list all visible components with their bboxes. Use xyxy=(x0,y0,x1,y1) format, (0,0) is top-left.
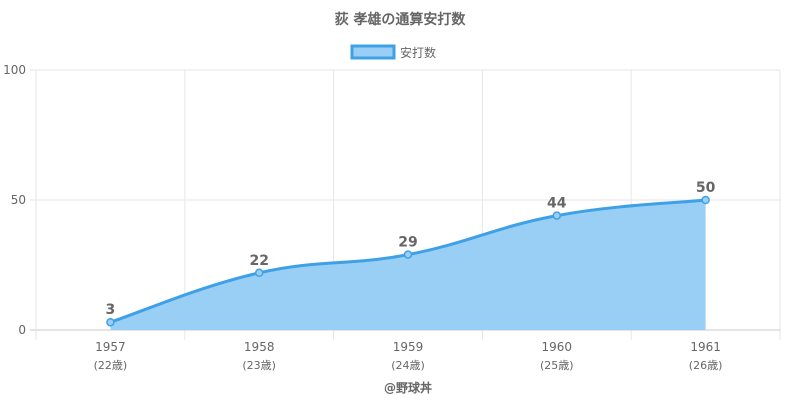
data-label: 29 xyxy=(398,235,417,251)
x-tick-label: 1958 xyxy=(244,340,275,354)
axes: 0 50 100 1957 (22歳) 1958 (23歳) 1959 (24歳) 1960 (25… xyxy=(3,63,722,372)
x-tick-age-label: (23歳) xyxy=(242,359,276,372)
x-tick-label: 1961 xyxy=(690,340,721,354)
x-tick-age-label: (22歳) xyxy=(94,359,128,372)
y-tick-label: 0 xyxy=(18,323,26,337)
data-point xyxy=(403,250,413,259)
x-tick-label: 1957 xyxy=(95,340,126,354)
x-tick-label: 1960 xyxy=(542,340,573,354)
data-label: 50 xyxy=(696,180,716,196)
credit-text: @野球丼 xyxy=(384,380,432,395)
data-point xyxy=(552,211,562,220)
series-area-fill xyxy=(110,200,706,330)
data-point xyxy=(701,195,710,205)
legend-label: 安打数 xyxy=(400,45,436,60)
data-label: 44 xyxy=(547,196,567,212)
data-label: 3 xyxy=(106,302,116,318)
data-point xyxy=(254,268,264,278)
plot-area xyxy=(106,195,710,330)
x-tick-age-label: (26歳) xyxy=(689,359,723,372)
x-tick-label: 1959 xyxy=(393,340,424,354)
data-labels: 3 22 29 44 50 xyxy=(106,180,716,318)
legend-swatch xyxy=(350,44,396,60)
legend[interactable]: 安打数 xyxy=(350,44,436,60)
x-tick-age-label: (25歳) xyxy=(540,359,574,372)
y-tick-label: 100 xyxy=(3,63,26,77)
y-tick-label: 50 xyxy=(11,193,26,207)
chart-title: 荻 孝雄の通算安打数 xyxy=(335,11,467,28)
data-label: 22 xyxy=(249,253,268,269)
x-tick-age-label: (24歳) xyxy=(391,359,425,372)
data-point xyxy=(106,317,115,327)
